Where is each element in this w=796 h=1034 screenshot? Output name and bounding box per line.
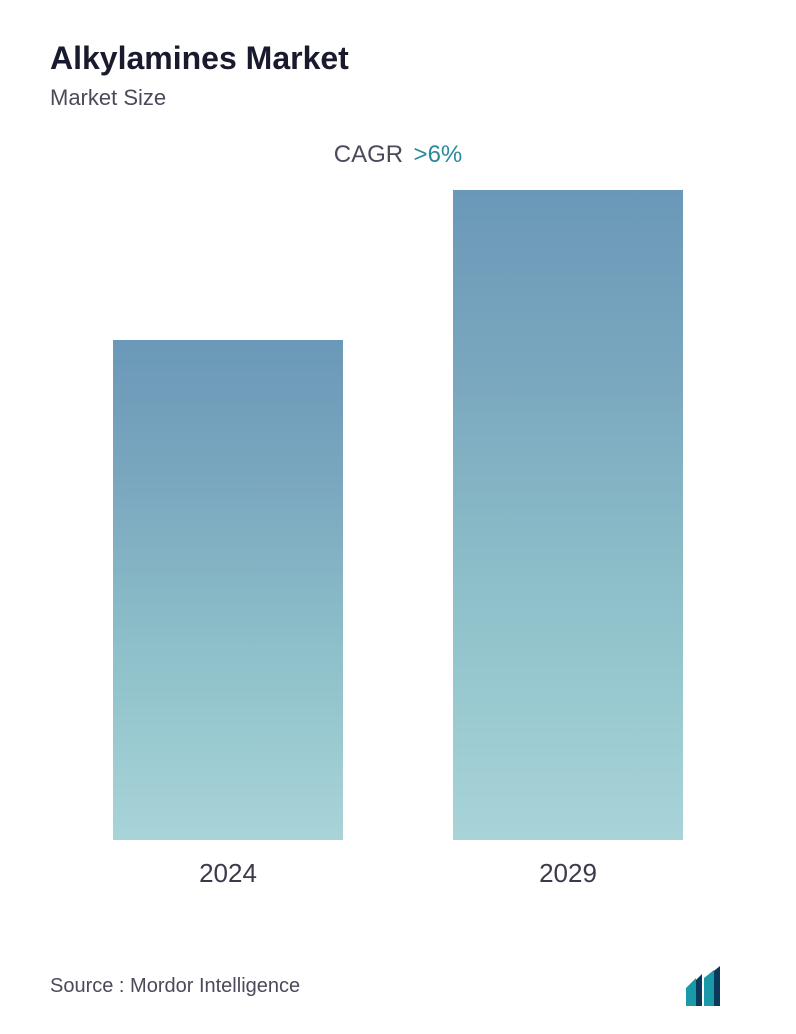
bar-label: 2029 xyxy=(539,858,597,889)
bar-group: 2024 xyxy=(113,340,343,889)
page-title: Alkylamines Market xyxy=(50,40,746,77)
chart-bar xyxy=(113,340,343,840)
bar-group: 2029 xyxy=(453,190,683,889)
bar-chart: 2024 2029 xyxy=(50,189,746,889)
bar-label: 2024 xyxy=(199,858,257,889)
chart-bar xyxy=(453,190,683,840)
source-text: Source : Mordor Intelligence xyxy=(50,975,300,998)
page-subtitle: Market Size xyxy=(50,85,746,111)
cagr-container: CAGR >6% xyxy=(50,141,746,169)
cagr-label: CAGR xyxy=(334,141,403,168)
cagr-value: >6% xyxy=(414,141,463,168)
mordor-logo-icon xyxy=(686,966,746,1006)
footer: Source : Mordor Intelligence xyxy=(50,966,746,1006)
